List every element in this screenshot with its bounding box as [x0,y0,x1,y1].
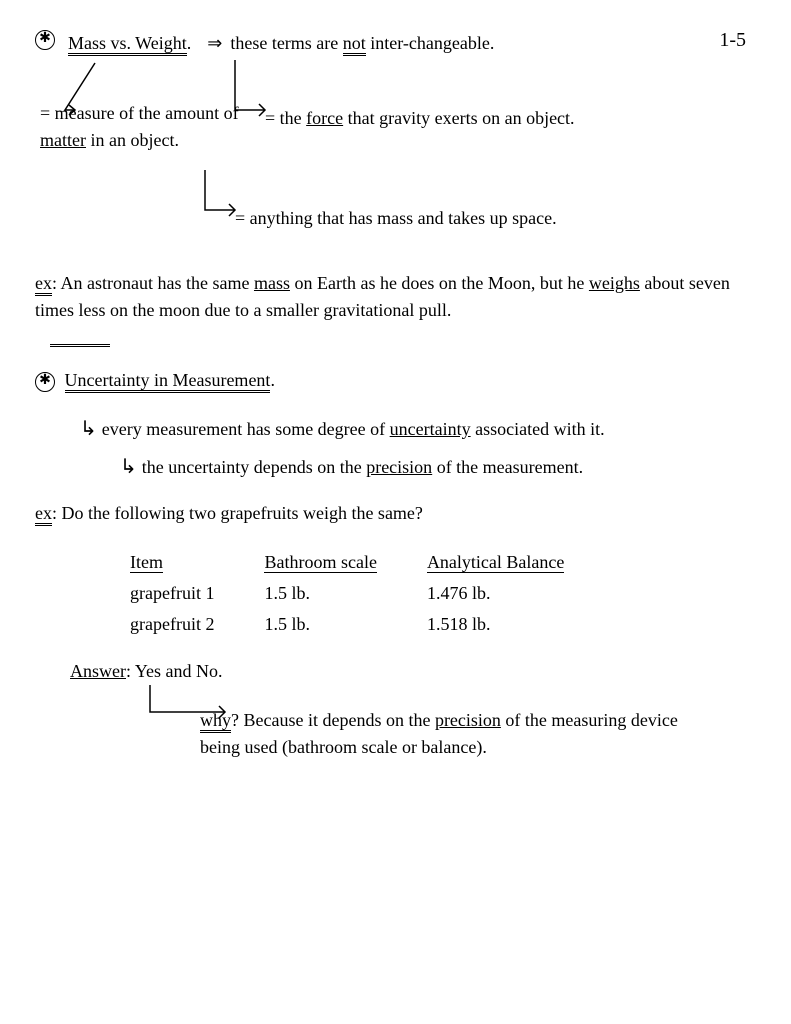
example-label: ex [35,273,52,296]
mass-definition: = measure of the amount of matter in an … [40,100,240,154]
cell: 1.5 lb. [239,609,401,640]
cell: grapefruit 1 [105,578,239,609]
grapefruit-table: Item Bathroom scale Analytical Balance g… [105,547,589,640]
title-note: these terms are not inter-changeable. [230,30,570,57]
weight-definition: = the force that gravity exerts on an ob… [265,105,735,132]
uncertainty-heading: ✱ Uncertainty in Measurement. [35,367,756,394]
why-explanation: why? Because it depends on the precision… [200,707,700,761]
table-row: grapefruit 2 1.5 lb. 1.518 lb. [105,609,589,640]
asterisk-icon: ✱ [35,372,55,392]
example-label: ex [35,503,52,526]
uncertainty-bullet-2: the uncertainty depends on the precision… [120,452,756,482]
asterisk-icon: ✱ [35,30,55,50]
table-header-row: Item Bathroom scale Analytical Balance [105,547,589,578]
matter-definition: = anything that has mass and takes up sp… [235,205,735,232]
arrow-icon: ⇒ [207,30,222,57]
col-analytical: Analytical Balance [402,547,589,578]
cell: 1.476 lb. [402,578,589,609]
title: Mass vs. Weight. [68,30,191,57]
example-astronaut: ex: An astronaut has the same mass on Ea… [35,270,756,324]
section-divider [50,344,110,347]
mass-vs-weight-block: ✱ Mass vs. Weight. ⇒ these terms are not… [35,30,756,260]
answer-label: Answer [70,661,126,681]
uncertainty-bullet-1: every measurement has some degree of unc… [80,414,756,444]
col-bathroom: Bathroom scale [239,547,401,578]
col-item: Item [105,547,239,578]
cell: 1.518 lb. [402,609,589,640]
table-row: grapefruit 1 1.5 lb. 1.476 lb. [105,578,589,609]
answer-block: Answer: Yes and No. why? Because it depe… [70,658,756,761]
example-grapefruit: ex: Do the following two grapefruits wei… [35,500,756,527]
cell: 1.5 lb. [239,578,401,609]
section-title: Uncertainty in Measurement [65,370,271,393]
cell: grapefruit 2 [105,609,239,640]
